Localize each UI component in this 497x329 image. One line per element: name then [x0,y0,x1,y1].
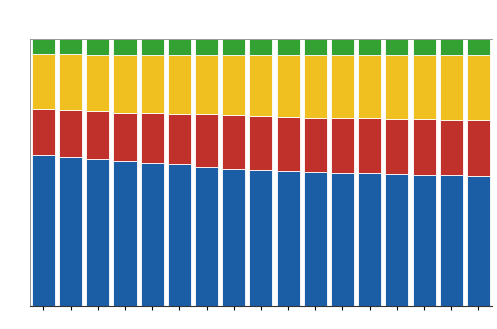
Bar [32,109,55,155]
Bar [59,110,82,157]
Bar [86,159,109,306]
Bar [385,39,409,56]
Bar [59,54,82,110]
Bar [276,171,300,306]
Bar [249,170,272,306]
Bar [32,155,55,306]
Bar [467,56,490,120]
Bar [304,172,327,306]
Bar [331,173,354,306]
Bar [32,54,55,109]
Bar [113,161,137,306]
Bar [195,167,218,306]
Bar [358,118,381,173]
Bar [304,117,327,172]
Bar [113,56,137,113]
Bar [413,56,435,119]
Bar [358,39,381,56]
Bar [195,56,218,114]
Bar [413,119,435,175]
Bar [385,174,409,306]
Bar [440,39,463,56]
Bar [413,175,435,306]
Bar [358,173,381,306]
Bar [222,39,246,56]
Bar [249,56,272,116]
Bar [86,39,109,56]
Bar [249,116,272,170]
Bar [304,56,327,117]
Bar [141,113,164,163]
Bar [222,56,246,115]
Bar [86,56,109,112]
Bar [331,39,354,56]
Bar [59,157,82,306]
Bar [222,115,246,169]
Bar [467,39,490,56]
Bar [413,39,435,56]
Bar [222,169,246,306]
Bar [168,164,191,306]
Bar [467,176,490,306]
Bar [385,56,409,119]
Bar [276,56,300,117]
Bar [195,39,218,56]
Bar [195,114,218,167]
Bar [276,39,300,56]
Bar [113,39,137,56]
Bar [32,39,55,54]
Bar [141,39,164,56]
Bar [440,56,463,120]
Bar [168,114,191,164]
Bar [331,56,354,118]
Bar [168,39,191,56]
Bar [358,56,381,118]
Bar [141,56,164,113]
Bar [467,120,490,176]
Bar [304,39,327,56]
Bar [141,163,164,306]
Bar [86,112,109,159]
Bar [440,120,463,175]
Bar [168,56,191,114]
Bar [113,113,137,161]
Bar [440,175,463,306]
Bar [385,119,409,174]
Bar [249,39,272,56]
Bar [331,118,354,173]
Bar [276,117,300,171]
Bar [59,39,82,54]
